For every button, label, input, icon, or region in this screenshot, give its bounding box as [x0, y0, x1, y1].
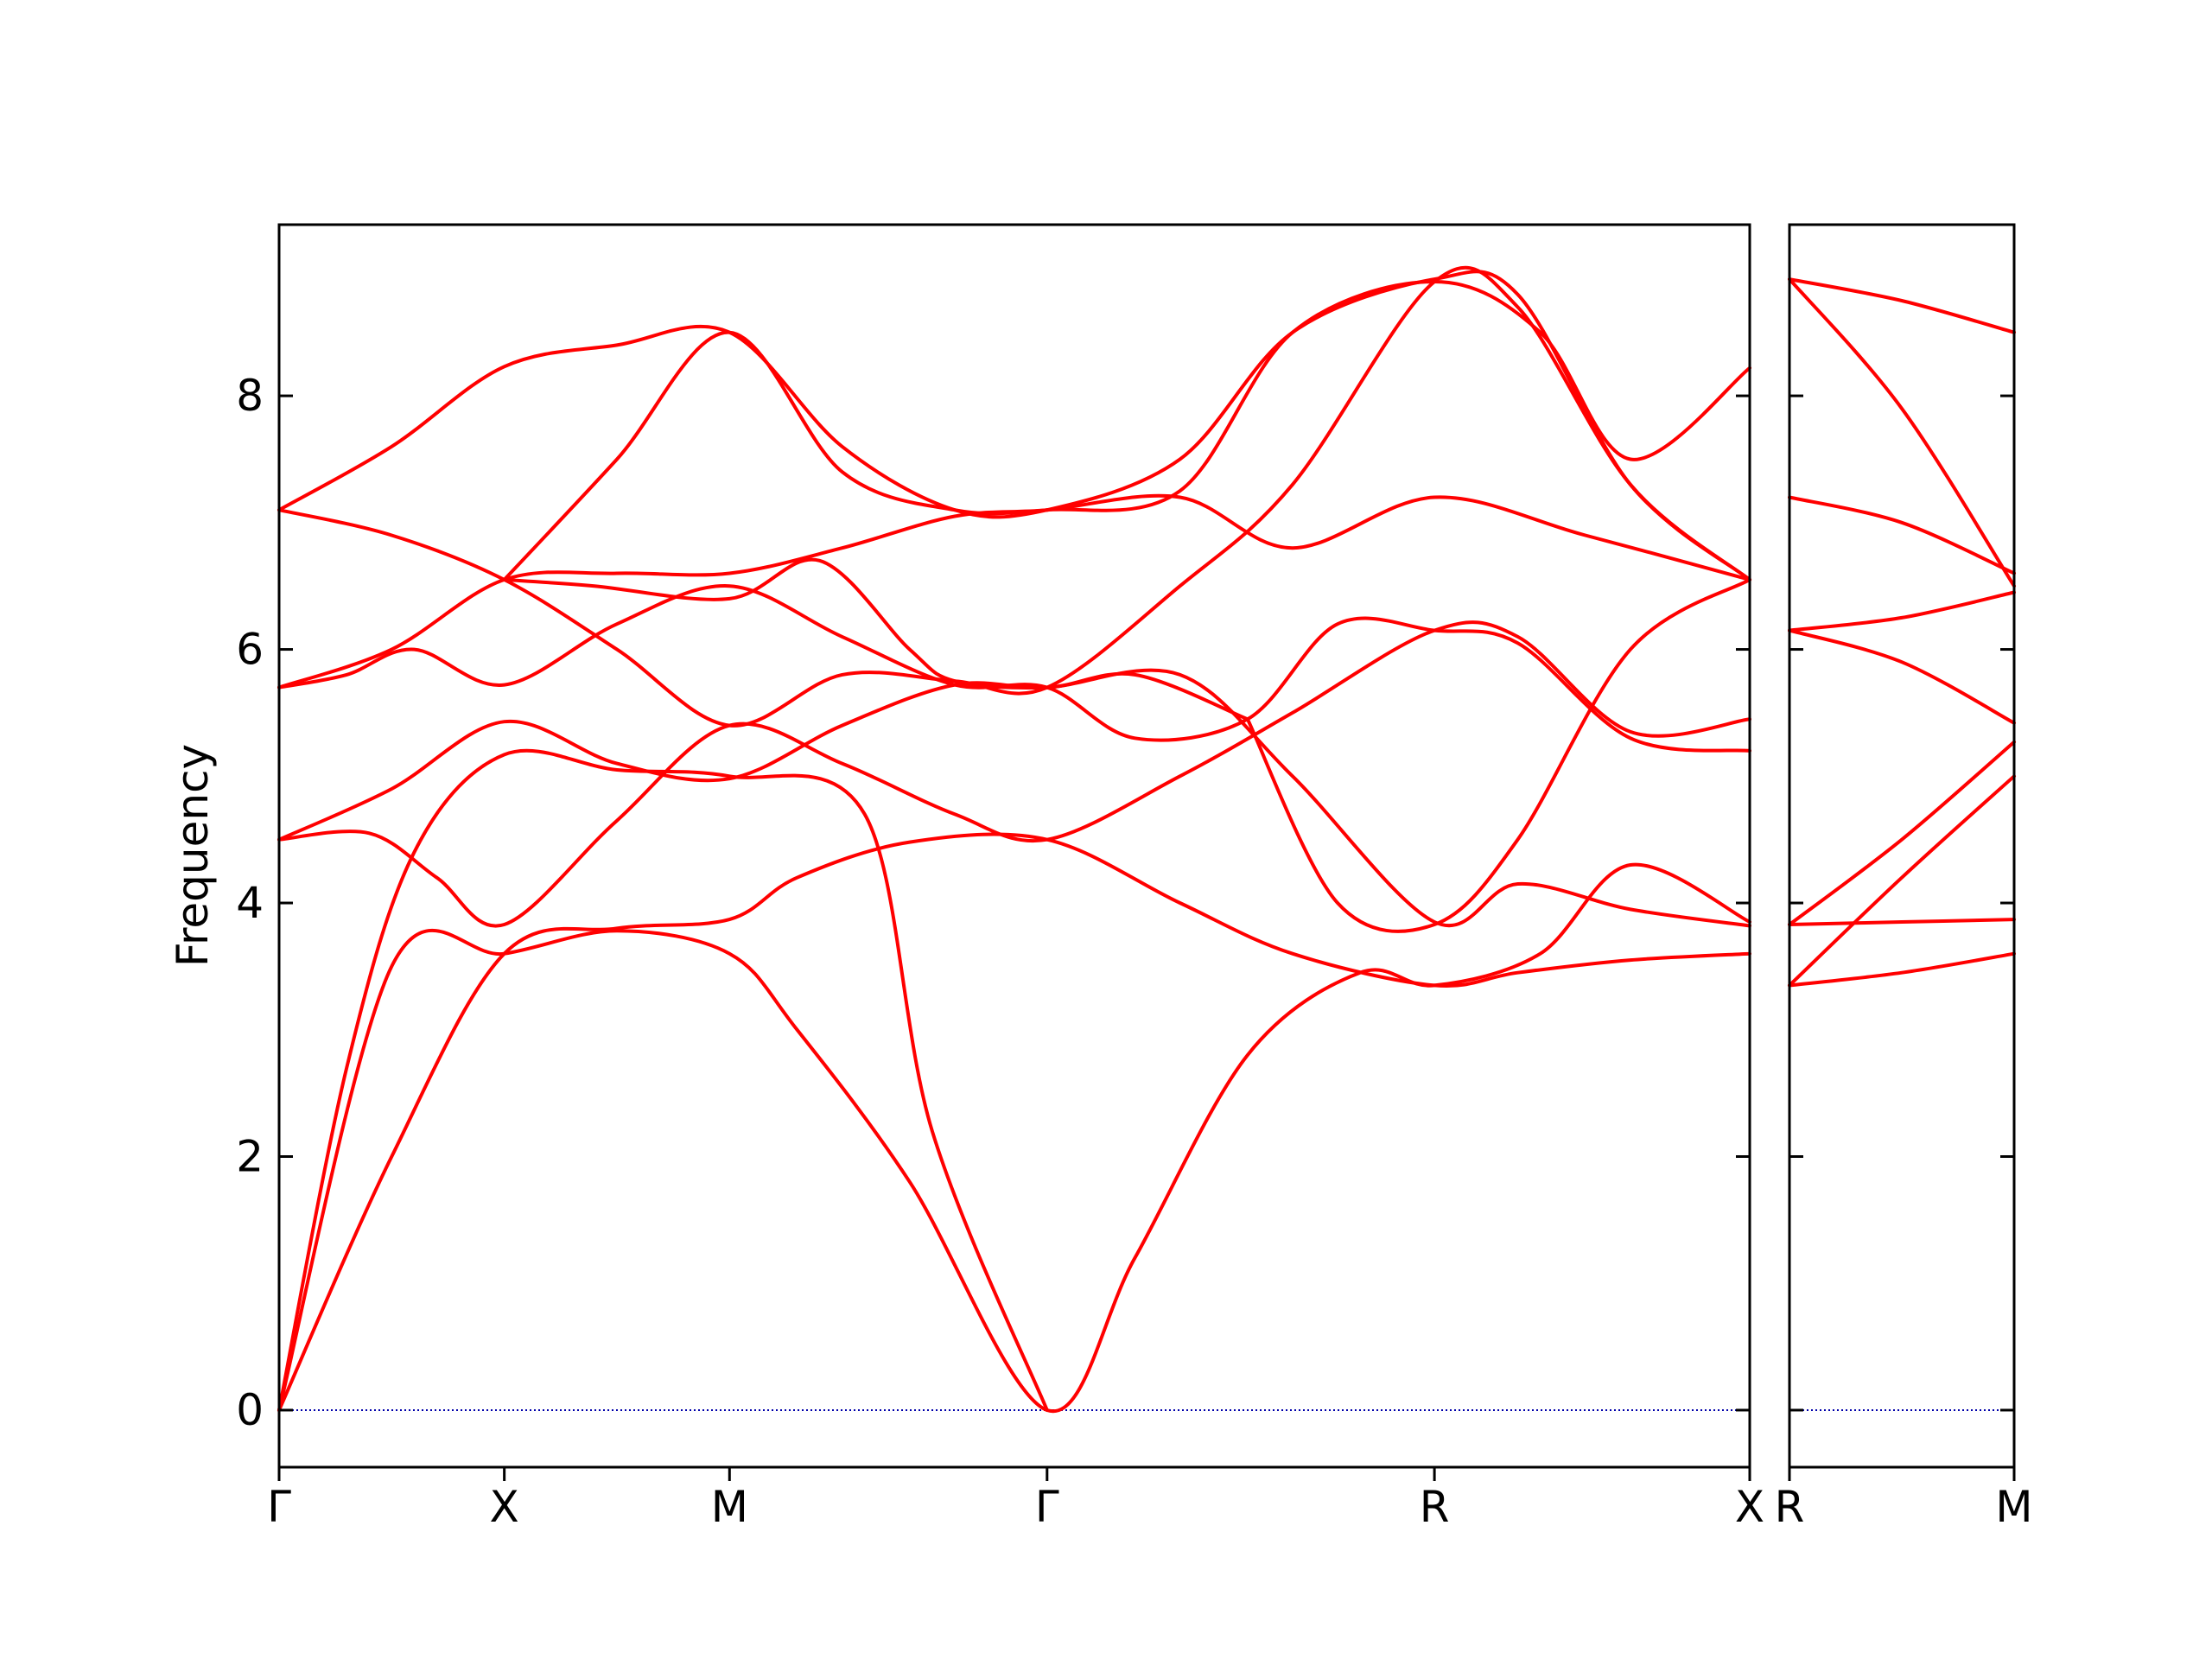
plot-frame	[1788, 223, 2016, 1469]
band-line	[1788, 495, 2016, 575]
x-tick-label: M	[711, 1482, 748, 1532]
band-line	[1788, 628, 2016, 725]
band-line	[277, 493, 1751, 690]
band-line	[1788, 740, 2016, 926]
x-tick-label: X	[1735, 1482, 1764, 1532]
band-line	[277, 584, 1751, 753]
band-line	[277, 620, 1751, 928]
band-line	[1788, 590, 2016, 632]
y-tick-label: 6	[236, 625, 264, 675]
y-tick-label: 2	[236, 1132, 264, 1182]
band-line	[1788, 951, 2016, 988]
band-line	[1788, 774, 2016, 988]
band-line	[502, 557, 1249, 721]
band-line	[1788, 918, 2016, 926]
y-axis-label: Frequency	[168, 744, 218, 967]
x-tick-label: R	[1420, 1482, 1450, 1532]
plot-frame	[277, 223, 1751, 1469]
band-line	[277, 862, 1751, 1414]
x-tick-label: R	[1775, 1482, 1805, 1532]
x-tick-label: X	[490, 1482, 519, 1532]
y-tick-label: 8	[236, 371, 264, 421]
band-line	[277, 748, 1049, 1412]
band-panel-main: 0 2 4 6 8 Γ X M Γ R X	[236, 223, 1764, 1532]
x-tick-label: Γ	[1035, 1482, 1059, 1532]
y-tick-label: 4	[236, 878, 264, 928]
x-tick-label: Γ	[267, 1482, 291, 1532]
band-line	[1788, 277, 2016, 334]
band-line	[277, 265, 1751, 728]
band-line	[502, 280, 1751, 582]
band-line	[277, 668, 1751, 928]
band-line	[1788, 277, 2016, 588]
x-tick-label: M	[1995, 1482, 2032, 1532]
band-line	[277, 270, 1751, 582]
band-line	[277, 832, 1751, 1412]
band-line	[1245, 577, 1751, 933]
y-tick-label: 0	[236, 1385, 264, 1435]
